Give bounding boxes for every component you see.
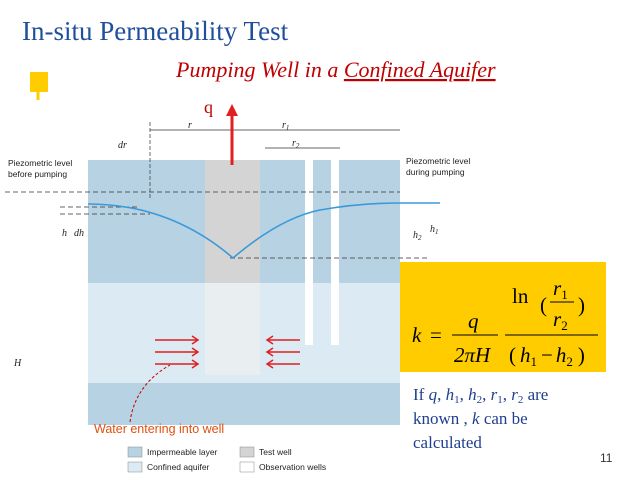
piezo-label: Piezometric level	[406, 156, 470, 166]
formula-den2: (h1− h2)	[509, 343, 585, 369]
dim-sub: 2	[418, 234, 422, 242]
note-line: If q, h1, h2, r1, r2 are	[413, 385, 548, 406]
dim-text: r	[292, 138, 296, 149]
dim-label: r1	[282, 120, 289, 132]
title: In-situ Permeability Test	[22, 16, 289, 46]
dim-label: dh	[74, 228, 84, 239]
observation-well	[331, 160, 339, 345]
legend-swatch	[239, 461, 255, 473]
formula-r1: r1	[553, 276, 568, 302]
note-part: ,	[460, 385, 469, 404]
dim-text: h	[62, 228, 67, 239]
legend-label: Test well	[259, 447, 292, 457]
note-part: r	[511, 385, 518, 404]
note-part: r	[491, 385, 498, 404]
test-well	[205, 283, 260, 375]
note-part: h	[468, 385, 477, 404]
formula-den: 2πH	[454, 343, 492, 367]
note-part: ,	[503, 385, 512, 404]
f-sub: 2	[566, 354, 573, 369]
inflow-arrows	[155, 335, 300, 369]
dim-text: r	[282, 120, 286, 131]
formula-num: q	[468, 309, 479, 333]
note-part: k	[472, 409, 480, 428]
note-part: ,	[437, 385, 446, 404]
note: If q, h1, h2, r1, r2 are known , k can b…	[413, 385, 548, 452]
dim-label: h1	[430, 224, 439, 236]
legend-label: Observation wells	[259, 462, 326, 472]
legend-swatch	[239, 446, 255, 458]
note-part: 2	[477, 394, 483, 406]
dim-text: dr	[118, 140, 127, 151]
callout-line	[129, 364, 171, 423]
flow-arrow-head	[226, 104, 238, 116]
test-well	[205, 160, 260, 283]
page-number: 11	[600, 451, 613, 465]
f-text: h	[556, 343, 567, 367]
note-part: can be	[480, 409, 528, 428]
formula-eq: =	[430, 323, 442, 347]
piezo-label: Piezometric level	[8, 158, 72, 168]
f-text: h	[520, 343, 531, 367]
note-part: ,	[482, 385, 491, 404]
f-text: −	[541, 343, 553, 367]
subtitle-text: Pumping Well in a	[175, 57, 344, 82]
legend-swatch	[127, 446, 143, 458]
dim-text: dh	[74, 228, 84, 239]
paren: (	[540, 293, 547, 317]
callout: Water entering into well	[94, 422, 224, 436]
dim-text: H	[13, 358, 22, 369]
dim-label: h	[62, 228, 67, 239]
note-part: If	[413, 385, 429, 404]
observation-well	[305, 160, 313, 345]
f-text: r	[553, 307, 562, 331]
legend-swatch	[127, 461, 143, 473]
f-text: )	[578, 343, 585, 367]
piezometric-curve	[87, 202, 440, 260]
dim-text: h	[413, 230, 418, 241]
formula-ln: ln	[512, 284, 529, 308]
note-part: calculated	[413, 433, 482, 452]
note-part: 1	[497, 394, 503, 406]
f-text: (	[509, 343, 516, 367]
dim-sub: 2	[296, 142, 300, 150]
note-part: q	[429, 385, 438, 404]
formula-box	[400, 262, 606, 372]
note-part: h	[446, 385, 455, 404]
note-part: 2	[518, 394, 524, 406]
dim-text: h	[430, 224, 435, 235]
dim-text: r	[188, 120, 192, 131]
paren: )	[578, 293, 585, 317]
dim-label: r2	[292, 138, 300, 150]
f-text: r	[553, 276, 562, 300]
piezo-label: before pumping	[8, 169, 67, 179]
flow-label: q	[204, 97, 213, 117]
piezo-label: during pumping	[406, 167, 465, 177]
dim-label: dr	[118, 140, 127, 151]
impermeable-layer	[88, 383, 400, 425]
f-sub: 2	[561, 318, 568, 333]
note-part: known ,	[413, 409, 472, 428]
note-part: 1	[454, 394, 460, 406]
f-sub: 1	[561, 287, 568, 302]
formula-r2: r2	[553, 307, 568, 333]
dim-label: r	[188, 120, 192, 131]
dim-sub: 1	[286, 124, 290, 132]
dim-label: h2	[413, 230, 422, 242]
legend-label: Confined aquifer	[147, 462, 210, 472]
subtitle-underlined: Confined Aquifer	[344, 57, 496, 82]
note-part: are	[523, 385, 548, 404]
formula-lhs: k	[412, 323, 422, 347]
note-line: calculated	[413, 433, 482, 452]
note-line: known , k can be	[413, 409, 528, 428]
dim-sub: 1	[435, 228, 439, 236]
subtitle: Pumping Well in a Confined Aquifer	[175, 57, 496, 82]
legend-label: Impermeable layer	[147, 447, 218, 457]
f-sub: 1	[531, 354, 538, 369]
dim-label: H	[13, 358, 22, 369]
